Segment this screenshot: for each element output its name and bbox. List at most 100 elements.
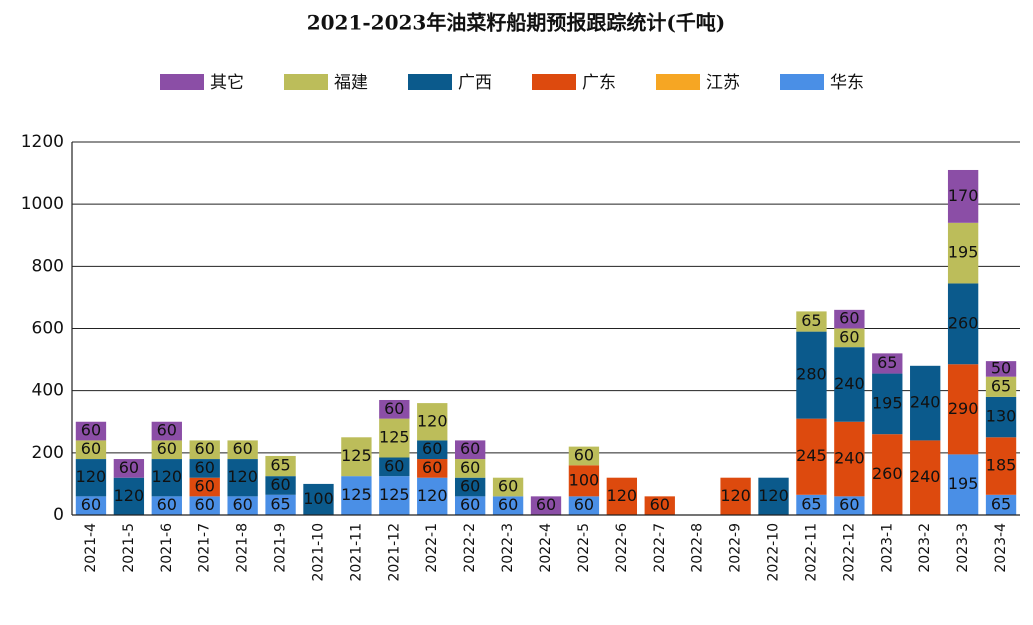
bar-segment — [492, 496, 524, 515]
legend-label: 广东 — [582, 73, 616, 93]
data-label: 170 — [948, 186, 979, 205]
bar-segment — [985, 437, 1017, 495]
x-tick-label: 2021-12 — [386, 523, 402, 582]
bar-segment — [75, 496, 107, 515]
data-label: 240 — [834, 374, 865, 393]
data-label: 125 — [379, 485, 410, 504]
data-label: 60 — [422, 439, 442, 458]
y-tick-label: 600 — [32, 319, 64, 339]
x-tick-label: 2021-4 — [83, 523, 99, 573]
bar-segment — [530, 496, 562, 515]
x-tick-label: 2022-12 — [841, 523, 857, 582]
data-label: 60 — [384, 456, 404, 475]
data-label: 60 — [157, 495, 177, 514]
bar-segment — [758, 477, 789, 515]
data-label: 260 — [872, 464, 903, 483]
bar-segment — [151, 440, 182, 460]
x-tick-label: 2022-4 — [538, 523, 554, 573]
bar-segment — [227, 496, 258, 515]
x-tick-label: 2021-5 — [121, 523, 137, 573]
bar-segment — [417, 477, 448, 515]
x-tick-label: 2022-10 — [766, 523, 782, 582]
bar-segment — [417, 440, 448, 460]
data-label: 60 — [232, 495, 252, 514]
bar-segment — [454, 459, 486, 478]
x-tick-label: 2022-1 — [424, 523, 440, 573]
data-label: 60 — [460, 439, 480, 458]
legend-label: 广西 — [458, 73, 492, 93]
data-label: 60 — [422, 458, 442, 477]
bar-segment — [379, 418, 410, 458]
data-label: 120 — [417, 411, 448, 430]
data-label: 240 — [834, 449, 865, 468]
bar-segment — [113, 477, 145, 515]
bar-segment — [834, 328, 865, 348]
bar-segment — [454, 440, 486, 460]
x-tick-label: 2022-7 — [652, 523, 668, 573]
data-label: 125 — [379, 428, 410, 447]
bar-segment — [265, 455, 296, 477]
data-label: 60 — [536, 495, 556, 514]
legend-label: 其它 — [210, 73, 244, 93]
legend-swatch — [284, 74, 328, 90]
data-label: 60 — [839, 309, 859, 328]
bar-segment — [834, 347, 865, 422]
bar-segment — [796, 494, 827, 515]
bar-segment — [947, 454, 979, 515]
bar-segment — [75, 421, 107, 441]
legend-swatch — [656, 74, 700, 90]
bar-segment — [75, 440, 107, 460]
data-label: 65 — [270, 456, 290, 475]
bar-segment — [947, 283, 979, 365]
legend-label: 华东 — [830, 73, 864, 93]
x-tick-label: 2021-10 — [310, 523, 326, 582]
x-tick-label: 2021-7 — [197, 523, 213, 573]
data-label: 60 — [81, 421, 101, 440]
data-label: 130 — [986, 407, 1017, 426]
data-label: 60 — [460, 495, 480, 514]
bar-segment — [189, 477, 220, 497]
data-label: 100 — [303, 489, 334, 508]
legend-label: 江苏 — [706, 73, 740, 93]
data-label: 60 — [119, 458, 139, 477]
data-label: 60 — [195, 439, 215, 458]
legend-swatch — [408, 74, 452, 90]
legend-swatch — [532, 74, 576, 90]
data-label: 195 — [948, 243, 979, 262]
data-label: 60 — [650, 495, 670, 514]
data-label: 195 — [948, 474, 979, 493]
data-label: 100 — [569, 470, 600, 489]
data-label: 120 — [114, 486, 145, 505]
data-label: 60 — [232, 439, 252, 458]
data-label: 60 — [498, 477, 518, 496]
data-label: 65 — [991, 494, 1011, 513]
bar-segment — [947, 222, 979, 284]
x-tick-label: 2022-3 — [500, 523, 516, 573]
bar-segment — [492, 477, 524, 497]
data-label: 60 — [574, 495, 594, 514]
data-label: 65 — [801, 494, 821, 513]
bar-segment — [834, 421, 865, 497]
bar-segment — [417, 403, 448, 441]
bar-segment — [454, 496, 486, 515]
bar-segment — [189, 496, 220, 515]
bar-segment — [265, 476, 296, 495]
bar-segment — [834, 309, 865, 329]
y-tick-label: 800 — [32, 256, 64, 276]
data-label: 125 — [341, 485, 372, 504]
data-label: 65 — [991, 376, 1011, 395]
data-label: 245 — [796, 446, 827, 465]
data-label: 280 — [796, 365, 827, 384]
data-label: 65 — [801, 311, 821, 330]
bar-segment — [568, 446, 600, 466]
data-label: 65 — [270, 494, 290, 513]
x-tick-label: 2022-8 — [690, 523, 706, 573]
data-label: 60 — [195, 495, 215, 514]
x-tick-label: 2021-11 — [348, 523, 364, 582]
data-label: 120 — [152, 467, 183, 486]
legend-label: 福建 — [334, 73, 368, 93]
x-tick-label: 2023-1 — [879, 523, 895, 573]
legend-swatch — [160, 74, 204, 90]
bar-segment — [265, 494, 296, 515]
data-label: 60 — [574, 445, 594, 464]
